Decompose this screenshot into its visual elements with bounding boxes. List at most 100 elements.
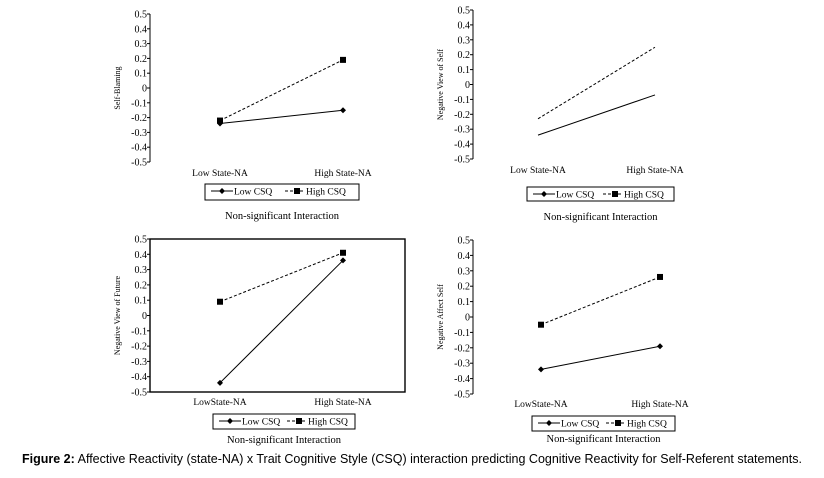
y-axis-label: Self-Blaming xyxy=(113,66,122,109)
y-tick-label: 0.1 xyxy=(135,296,148,307)
y-tick-label: 0.4 xyxy=(458,251,471,262)
figure-caption: Figure 2: Affective Reactivity (state-NA… xyxy=(0,452,824,466)
chart-panel-1: 0.5 0.4 0.3 0.2 0.1 0 -0.1 -0.2 -0.3 -0.4 -0.5 Self… xyxy=(113,10,372,223)
legend-marker-high-csq xyxy=(296,418,302,424)
legend-marker-high-csq xyxy=(294,188,300,194)
y-tick-label: -0.5 xyxy=(131,158,147,169)
y-axis-label: Negative View of Self xyxy=(436,49,445,120)
legend-label-high-csq: High CSQ xyxy=(627,420,667,430)
data-point xyxy=(657,343,663,350)
legend-label-low-csq: Low CSQ xyxy=(242,418,280,428)
y-tick-label: -0.3 xyxy=(454,359,470,370)
y-tick-label: 0.4 xyxy=(135,250,148,261)
chart-panel-3: 0.5 0.4 0.3 0.2 0.1 0 -0.1 -0.2 -0.3 -0.4 -0.5 Nega… xyxy=(113,235,406,446)
series-line-low-csq xyxy=(219,109,344,125)
data-point xyxy=(217,117,223,124)
x-category-label: LowState-NA xyxy=(514,400,567,410)
interaction-note: Non-significant Interaction xyxy=(227,435,342,446)
data-point xyxy=(538,366,544,373)
y-tick-label: 0.5 xyxy=(458,6,471,17)
legend-box xyxy=(531,415,676,432)
y-tick-label: 0.1 xyxy=(458,297,471,308)
series-line-low-csq xyxy=(219,260,344,384)
y-tick-label: 0.1 xyxy=(135,69,148,80)
y-axis-label: Negative Affect Self xyxy=(436,284,445,350)
legend-marker-low-csq xyxy=(541,191,547,197)
y-tick-label: -0.5 xyxy=(131,388,147,399)
y-tick-label: -0.3 xyxy=(454,125,470,136)
legend: Low CSQ High CSQ xyxy=(212,413,356,430)
y-tick-label: -0.2 xyxy=(454,110,470,121)
data-point xyxy=(538,321,544,328)
y-tick-label: 0 xyxy=(142,311,147,322)
y-tick-label: -0.4 xyxy=(454,140,470,151)
figure-caption-text: Affective Reactivity (state-NA) x Trait … xyxy=(77,452,802,466)
data-point xyxy=(217,379,223,386)
data-point xyxy=(340,257,346,264)
y-tick-label: -0.1 xyxy=(131,98,147,109)
y-tick-label: -0.5 xyxy=(454,155,470,166)
y-tick-label: 0.2 xyxy=(458,50,471,61)
data-point xyxy=(340,107,346,114)
y-tick-label: -0.1 xyxy=(131,326,147,337)
y-tick-label: 0.5 xyxy=(135,235,148,246)
y-tick-label: 0.3 xyxy=(135,265,148,276)
x-category-label: High State-NA xyxy=(314,398,371,408)
y-tick-label: 0.4 xyxy=(135,24,148,35)
series-line-high-csq xyxy=(219,59,344,122)
figure-caption-label: Figure 2: xyxy=(22,452,75,466)
chart-panel-4: 0.5 0.4 0.3 0.2 0.1 0 -0.1 -0.2 -0.3 -0.4 -0.5 Nega… xyxy=(436,236,689,446)
y-tick-label: -0.1 xyxy=(454,95,470,106)
data-point xyxy=(340,56,346,63)
interaction-note: Non-significant Interaction xyxy=(546,434,661,445)
y-tick-label: 0.2 xyxy=(135,280,148,291)
interaction-note: Non-significant Interaction xyxy=(543,212,658,223)
legend: Low CSQ High CSQ xyxy=(526,186,675,202)
legend-label-low-csq: Low CSQ xyxy=(234,188,272,198)
y-tick-label: -0.4 xyxy=(131,143,147,154)
legend-box xyxy=(204,183,360,201)
data-point xyxy=(217,298,223,305)
y-tick-label: 0 xyxy=(465,313,470,324)
y-tick-label: -0.2 xyxy=(131,113,147,124)
y-tick-label: 0.3 xyxy=(458,266,471,277)
legend-label-low-csq: Low CSQ xyxy=(561,420,599,430)
y-tick-label: -0.2 xyxy=(454,343,470,354)
series-line-high-csq xyxy=(540,276,661,326)
legend: Low CSQ High CSQ xyxy=(531,415,676,432)
x-category-label: High State-NA xyxy=(631,400,688,410)
y-tick-label: -0.3 xyxy=(131,357,147,368)
y-tick-label: -0.5 xyxy=(454,390,470,401)
y-tick-label: 0.2 xyxy=(135,54,148,65)
legend-marker-low-csq xyxy=(546,420,552,426)
y-tick-label: -0.4 xyxy=(454,374,470,385)
y-tick-label: -0.3 xyxy=(131,128,147,139)
x-category-label: Low State-NA xyxy=(192,169,248,179)
legend: Low CSQ High CSQ xyxy=(204,183,360,201)
legend-box xyxy=(212,413,356,430)
interaction-note: Non-significant Interaction xyxy=(225,211,340,222)
y-tick-label: -0.2 xyxy=(131,342,147,353)
y-tick-label: 0.3 xyxy=(458,35,471,46)
series-line-high-csq xyxy=(537,46,656,120)
legend-label-low-csq: Low CSQ xyxy=(556,191,594,201)
series-line-high-csq xyxy=(219,252,344,303)
legend-label-high-csq: High CSQ xyxy=(624,191,664,201)
y-tick-label: 0 xyxy=(465,80,470,91)
y-tick-label: 0.4 xyxy=(458,20,471,31)
legend-box xyxy=(526,186,675,202)
y-tick-label: 0.1 xyxy=(458,65,471,76)
y-tick-label: 0.3 xyxy=(135,39,148,50)
y-tick-label: 0.5 xyxy=(135,10,148,21)
legend-label-high-csq: High CSQ xyxy=(306,188,346,198)
y-tick-label: 0.2 xyxy=(458,282,471,293)
y-tick-label: 0 xyxy=(142,84,147,95)
legend-label-high-csq: High CSQ xyxy=(308,418,348,428)
plot-frame xyxy=(149,238,406,393)
chart-panel-2: 0.5 0.4 0.3 0.2 0.1 0 -0.1 -0.2 -0.3 -0.4 -0.5 Nega… xyxy=(436,6,684,224)
y-tick-label: -0.4 xyxy=(131,372,147,383)
y-tick-label: -0.1 xyxy=(454,328,470,339)
legend-marker-high-csq xyxy=(615,420,621,426)
x-category-label: LowState-NA xyxy=(193,398,246,408)
series-line-low-csq xyxy=(540,345,661,370)
